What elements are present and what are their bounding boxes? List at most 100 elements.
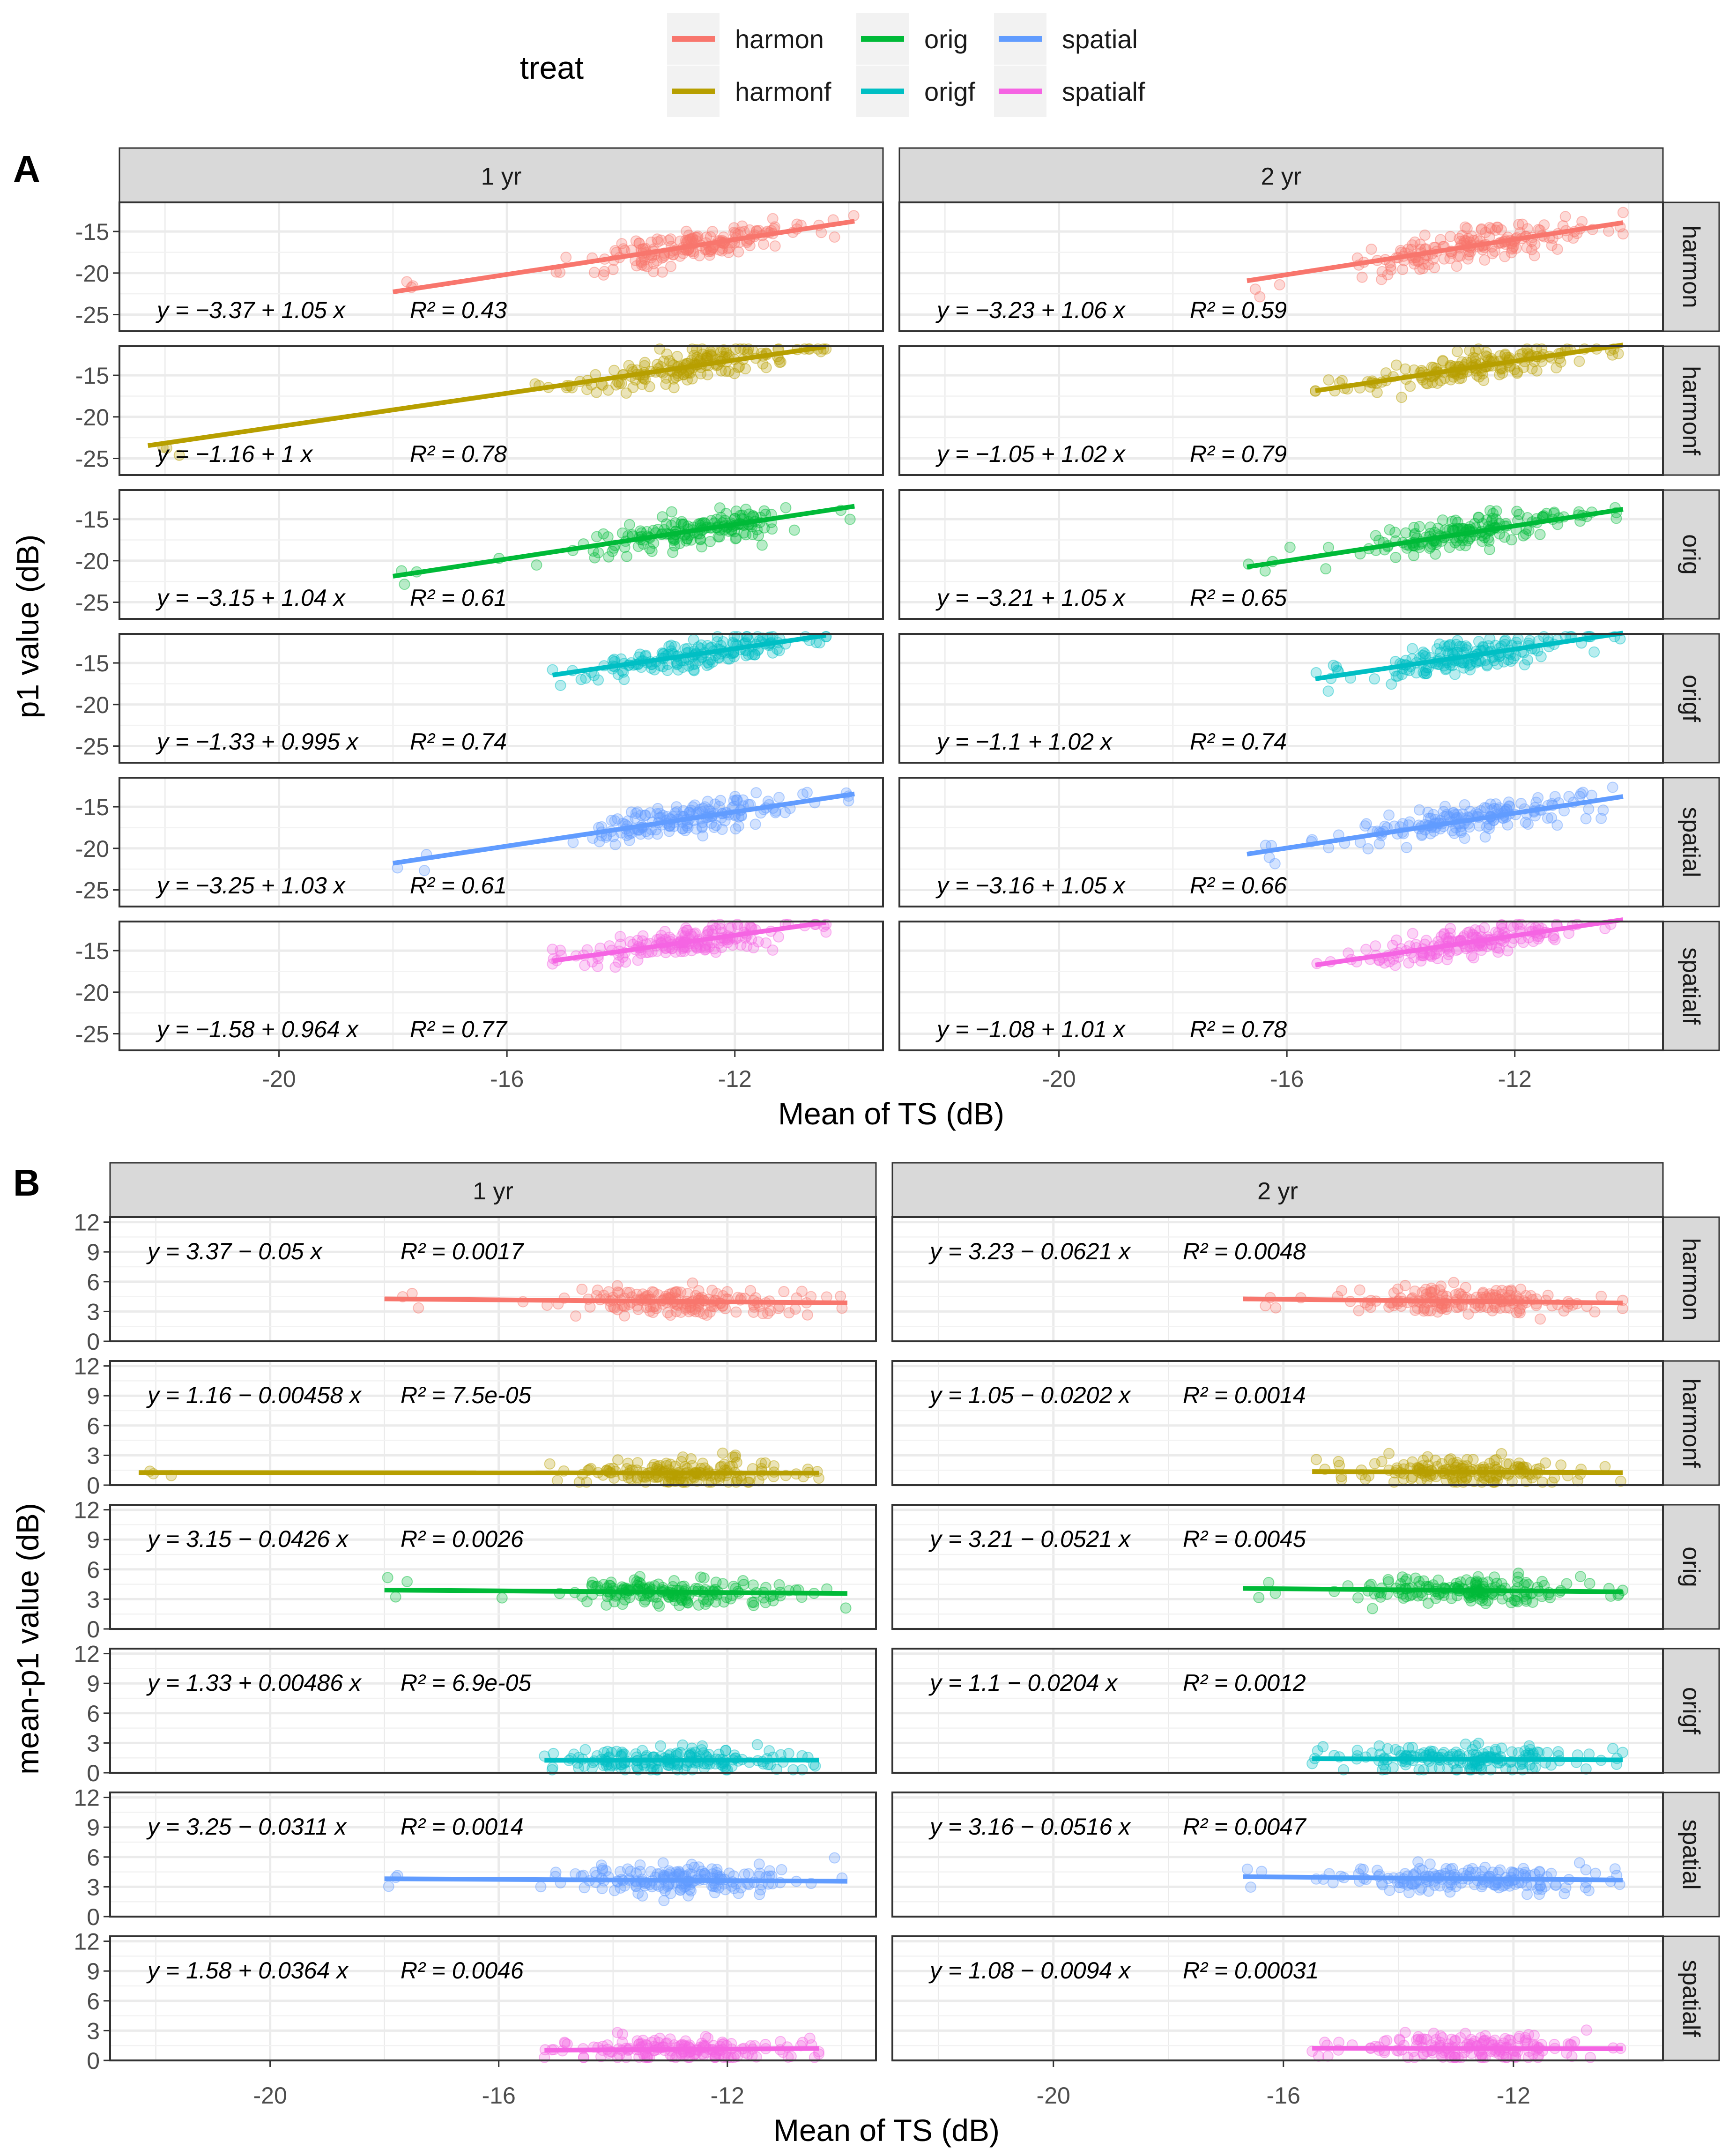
r-squared: R² = 0.79 [1190, 441, 1287, 467]
data-point [679, 1461, 691, 1472]
data-point [664, 355, 675, 367]
y-tick-label: 12 [74, 1497, 100, 1524]
data-point [1503, 800, 1515, 812]
data-point [668, 382, 680, 394]
data-point [1437, 356, 1449, 367]
legend-label-harmonf: harmonf [735, 77, 831, 106]
data-point [1434, 1284, 1446, 1296]
data-point [797, 788, 809, 800]
data-point [1480, 347, 1492, 358]
regression-equation: y = 3.25 − 0.0311 x [146, 1814, 347, 1840]
data-point [636, 257, 647, 268]
data-point [1432, 953, 1443, 965]
legend-label-harmon: harmon [735, 24, 824, 54]
data-point [581, 384, 593, 395]
data-point [624, 1286, 636, 1298]
y-tick-label: 0 [87, 1472, 100, 1499]
data-point [664, 2033, 676, 2045]
y-tick-label: 0 [87, 1616, 100, 1643]
data-point [691, 351, 703, 363]
data-point [676, 516, 688, 528]
data-point [1359, 820, 1371, 832]
data-point [736, 220, 748, 232]
data-point [1459, 799, 1470, 810]
y-tick-label: 6 [87, 1844, 100, 1871]
data-point [829, 231, 840, 243]
data-point [686, 373, 698, 385]
data-point [617, 243, 629, 255]
data-point [773, 1579, 785, 1591]
data-point [1476, 223, 1487, 235]
facet-harmon-1: y = −3.23 + 1.06 x R² = 0.59 [898, 201, 1664, 332]
y-tick-label: -25 [75, 446, 109, 472]
data-point [401, 1576, 413, 1587]
facet-bg [892, 1792, 1663, 1917]
r-squared: R² = 0.0014 [401, 1814, 524, 1840]
data-point [718, 344, 729, 356]
y-tick-label: 3 [87, 1730, 100, 1756]
data-point [688, 349, 700, 361]
data-point [1506, 534, 1517, 546]
data-point [623, 360, 635, 372]
data-point [1462, 253, 1474, 265]
data-point [580, 672, 592, 684]
data-point [720, 1303, 731, 1315]
data-point [661, 348, 673, 360]
data-point [730, 505, 742, 517]
regression-equation: y = 1.08 − 0.0094 x [928, 1957, 1131, 1984]
y-tick-label: 12 [74, 1929, 100, 1955]
data-point [764, 1865, 776, 1877]
data-point [1365, 243, 1377, 255]
data-point [665, 233, 676, 245]
facet-origf-1: y = −1.1 + 1.02 x R² = 0.74 [898, 631, 1664, 764]
data-point [692, 230, 704, 242]
data-point [609, 961, 621, 973]
data-point [1529, 250, 1540, 261]
y-tick-label: -15 [75, 506, 109, 533]
data-point [776, 1864, 787, 1875]
y-tick-label: 9 [87, 1958, 100, 1985]
x-tick-label: -12 [711, 2082, 744, 2109]
data-point [608, 364, 620, 376]
data-point [531, 559, 542, 571]
strip-row-label: harmon [1677, 1238, 1705, 1320]
data-point [1488, 1455, 1500, 1466]
data-point [610, 379, 622, 391]
data-point [1371, 387, 1383, 398]
data-point [1263, 1576, 1275, 1588]
facet-orig-0: y = −3.15 + 1.04 x R² = 0.61 [119, 489, 884, 620]
data-point [1534, 528, 1546, 540]
facet-border [119, 489, 884, 620]
x-tick-label: -20 [1037, 2082, 1070, 2109]
data-point [678, 519, 690, 530]
strip-row-label: spatial [1677, 807, 1705, 877]
data-point [753, 1858, 765, 1870]
data-point [1401, 842, 1412, 854]
data-point [1445, 230, 1456, 242]
data-point [1365, 1301, 1377, 1313]
data-point [1435, 375, 1447, 387]
data-point [758, 238, 770, 250]
data-point [1607, 781, 1618, 793]
y-tick-label: 12 [74, 1210, 100, 1236]
data-point [1480, 350, 1492, 362]
data-point [612, 813, 623, 825]
data-point [648, 266, 660, 277]
data-point [694, 250, 705, 261]
regression-line [1312, 1756, 1623, 1762]
data-point [1376, 1456, 1388, 1467]
data-point [1607, 1743, 1619, 1755]
data-point [687, 1277, 698, 1289]
data-point [780, 502, 792, 513]
data-point [646, 545, 658, 557]
data-point [840, 1602, 852, 1614]
x-axis-title: Mean of TS (dB) [773, 2113, 1000, 2148]
data-point [1520, 528, 1532, 540]
r-squared: R² = 0.0046 [401, 1957, 524, 1984]
data-point [1383, 809, 1395, 821]
data-point [744, 240, 756, 252]
data-point [705, 245, 717, 257]
y-axis-title: p1 value (dB) [10, 535, 45, 719]
r-squared: R² = 0.59 [1190, 297, 1287, 323]
